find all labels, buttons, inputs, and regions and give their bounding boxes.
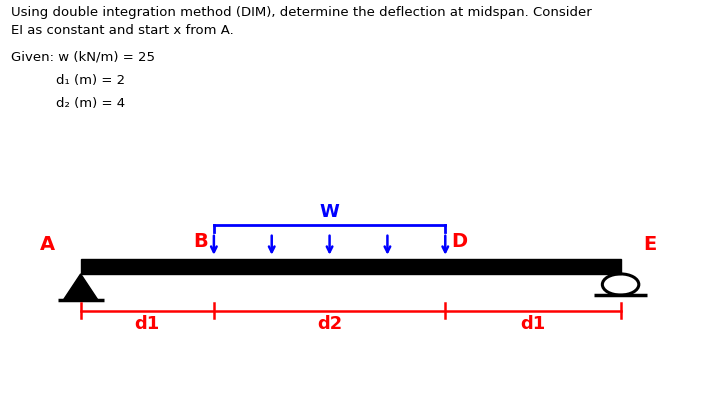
Text: d1: d1 [521,315,545,333]
Text: d2: d2 [317,315,342,333]
Polygon shape [63,274,98,300]
Text: d₂ (m) = 4: d₂ (m) = 4 [56,97,125,110]
Text: A: A [39,235,55,254]
Text: d1: d1 [134,315,160,333]
Text: Given: w (kN/m) = 25: Given: w (kN/m) = 25 [10,50,155,63]
Text: EI as constant and start x from A.: EI as constant and start x from A. [10,24,233,37]
Text: D: D [451,232,467,251]
Text: Using double integration method (DIM), determine the deflection at midspan. Cons: Using double integration method (DIM), d… [10,6,591,19]
Text: W: W [320,204,340,221]
Text: d₁ (m) = 2: d₁ (m) = 2 [56,74,125,87]
Bar [81,259,621,274]
Text: E: E [643,235,656,254]
Text: B: B [193,232,208,251]
